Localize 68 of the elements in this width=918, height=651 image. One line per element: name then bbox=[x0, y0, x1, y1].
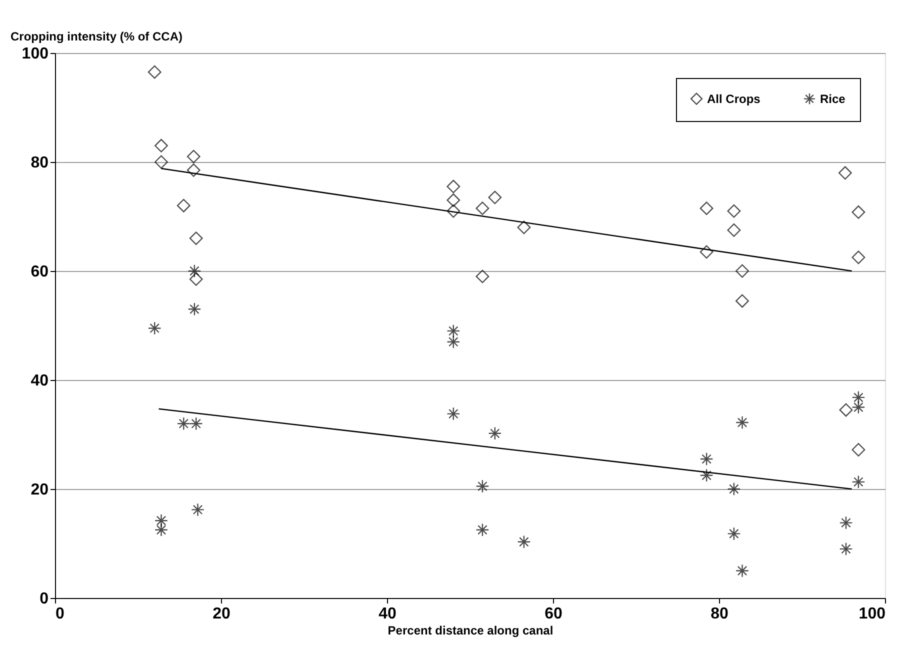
point bbox=[186, 150, 200, 164]
point bbox=[154, 523, 168, 537]
x-tick-label: 100 bbox=[858, 606, 886, 622]
point bbox=[446, 335, 460, 349]
x-tick-label: 40 bbox=[378, 606, 396, 622]
point bbox=[700, 245, 714, 259]
y-tick-label: 20 bbox=[30, 482, 49, 498]
point bbox=[446, 193, 460, 207]
point bbox=[852, 250, 866, 264]
point bbox=[700, 468, 714, 482]
point bbox=[446, 407, 460, 421]
point bbox=[148, 322, 162, 335]
point bbox=[736, 564, 749, 578]
point bbox=[852, 205, 866, 219]
point bbox=[476, 270, 490, 284]
legend-label: Rice bbox=[820, 92, 846, 106]
point bbox=[488, 190, 502, 204]
point bbox=[476, 480, 490, 493]
x-tick-label: 80 bbox=[710, 606, 728, 622]
point bbox=[727, 526, 741, 540]
point bbox=[476, 202, 490, 216]
point bbox=[176, 416, 190, 430]
point bbox=[852, 390, 866, 404]
point bbox=[186, 163, 200, 177]
y-tick-label: 0 bbox=[40, 590, 49, 608]
point bbox=[736, 264, 749, 278]
point bbox=[446, 324, 460, 338]
x-axis-title: Percent distance along canal bbox=[388, 624, 554, 638]
x-tick-label: 60 bbox=[544, 606, 562, 622]
point bbox=[736, 294, 749, 308]
point bbox=[191, 502, 204, 516]
y-tick-label: 100 bbox=[22, 46, 49, 62]
point bbox=[700, 202, 714, 216]
point bbox=[839, 542, 853, 556]
point bbox=[852, 400, 866, 414]
point bbox=[446, 180, 460, 194]
point bbox=[517, 220, 531, 234]
y-axis-title: Cropping intensity (% of CCA) bbox=[10, 30, 182, 44]
point bbox=[189, 416, 203, 430]
point bbox=[188, 302, 202, 316]
point bbox=[839, 516, 853, 530]
point bbox=[727, 223, 741, 237]
point bbox=[488, 426, 502, 440]
point bbox=[700, 452, 714, 466]
x-tick-label: 20 bbox=[212, 606, 230, 622]
point bbox=[446, 204, 460, 218]
point bbox=[189, 272, 203, 286]
point bbox=[154, 138, 168, 152]
point bbox=[852, 443, 866, 456]
point bbox=[476, 523, 490, 537]
point bbox=[736, 416, 749, 430]
point bbox=[852, 475, 866, 489]
point bbox=[189, 232, 203, 246]
point bbox=[148, 65, 162, 79]
point bbox=[839, 403, 853, 417]
point bbox=[727, 482, 741, 496]
point bbox=[838, 166, 852, 180]
x-tick-label: 0 bbox=[56, 606, 64, 622]
point bbox=[154, 155, 168, 169]
y-tick-label: 60 bbox=[30, 264, 49, 280]
point bbox=[188, 264, 202, 278]
y-tick-label: 40 bbox=[30, 372, 49, 390]
point bbox=[154, 514, 168, 528]
point bbox=[176, 198, 190, 212]
legend-label: All Crops bbox=[707, 92, 761, 106]
point bbox=[517, 535, 531, 549]
point bbox=[727, 204, 741, 218]
y-tick-label: 80 bbox=[30, 154, 49, 172]
